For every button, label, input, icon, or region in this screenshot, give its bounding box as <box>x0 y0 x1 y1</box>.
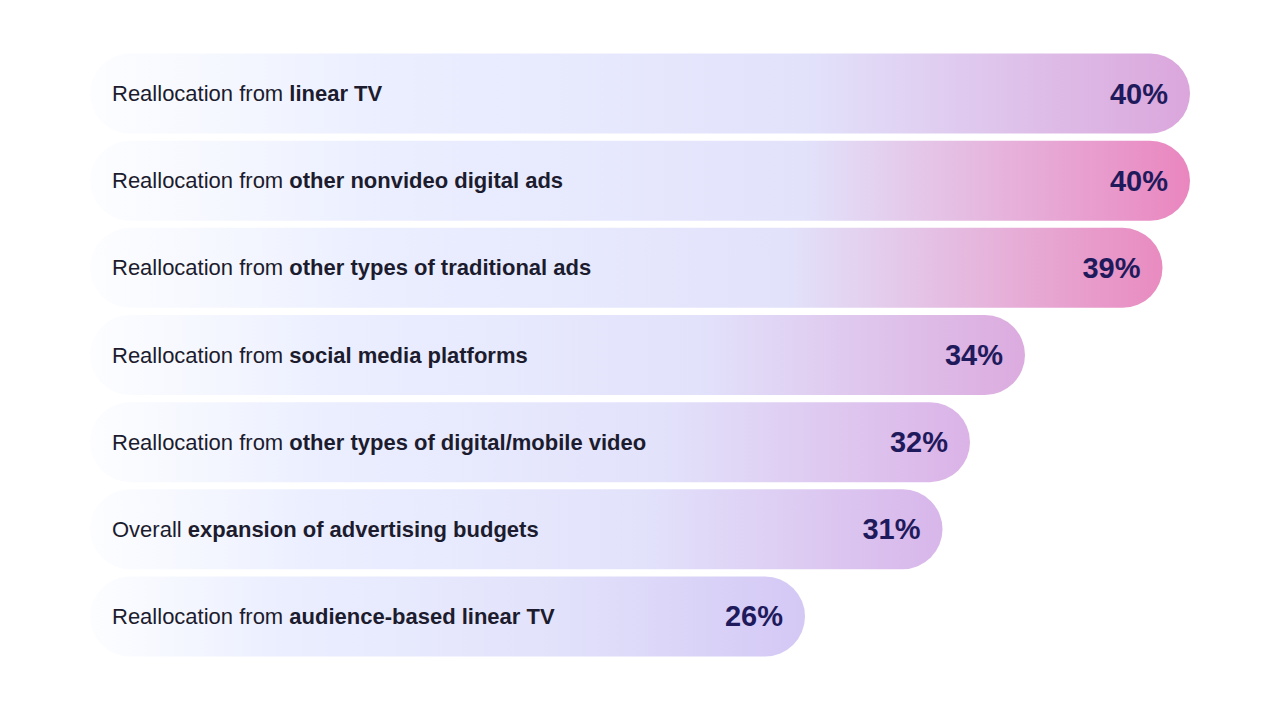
svg-text:32%: 32% <box>890 426 948 458</box>
svg-text:audience-based linear TV: audience-based linear TV <box>289 604 555 629</box>
svg-text:Reallocation from: Reallocation from <box>112 604 289 629</box>
svg-text:Reallocation from: Reallocation from <box>112 343 289 368</box>
svg-text:40%: 40% <box>1110 165 1168 197</box>
svg-text:expansion of advertising budge: expansion of advertising budgets <box>188 517 539 542</box>
svg-text:31%: 31% <box>862 513 920 545</box>
svg-text:Reallocation from: Reallocation from <box>112 81 289 106</box>
svg-text:other types of traditional ads: other types of traditional ads <box>289 255 591 280</box>
svg-text:39%: 39% <box>1082 252 1140 284</box>
svg-text:Reallocation from: Reallocation from <box>112 255 289 280</box>
svg-text:other nonvideo digital ads: other nonvideo digital ads <box>289 168 563 193</box>
svg-text:26%: 26% <box>725 600 783 632</box>
svg-text:Reallocation from: Reallocation from <box>112 168 289 193</box>
svg-text:40%: 40% <box>1110 78 1168 110</box>
svg-text:34%: 34% <box>945 339 1003 371</box>
svg-text:Overall: Overall <box>112 517 188 542</box>
svg-text:linear TV: linear TV <box>289 81 382 106</box>
svg-text:other types of digital/mobile: other types of digital/mobile video <box>289 430 646 455</box>
svg-text:social media platforms: social media platforms <box>289 343 527 368</box>
svg-text:Reallocation from: Reallocation from <box>112 430 289 455</box>
